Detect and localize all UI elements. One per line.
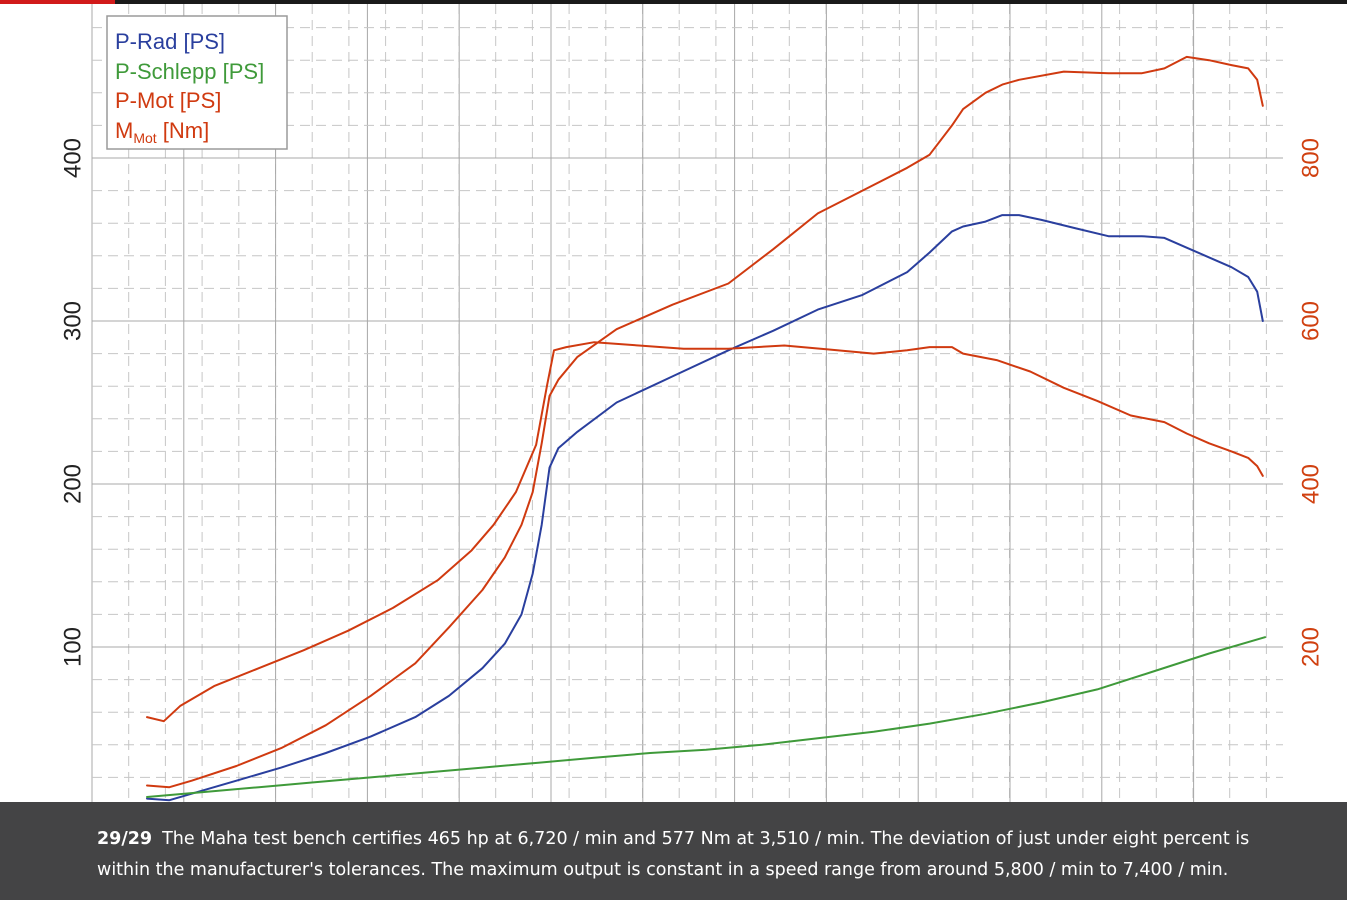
right-axis-tick-label: 800 bbox=[1298, 138, 1325, 178]
legend-entry-m-mot-unit: [Nm] bbox=[157, 118, 210, 143]
series-line-1 bbox=[146, 636, 1266, 798]
left-axis-tick-label: 400 bbox=[60, 138, 87, 178]
right-axis-tick-label: 200 bbox=[1298, 627, 1325, 667]
legend: P-Rad [PS] P-Schlepp [PS] P-Mot [PS] MMo… bbox=[106, 15, 288, 150]
slide-counter: 29/29 bbox=[97, 829, 153, 849]
legend-entry-p-rad: P-Rad [PS] bbox=[115, 29, 225, 54]
curves bbox=[146, 55, 1266, 802]
axis-ticks: 100 200 300 400 200 400 600 800 bbox=[60, 138, 1325, 667]
legend-entry-m-mot-main: M bbox=[115, 118, 133, 143]
right-axis-tick-label: 600 bbox=[1298, 301, 1325, 341]
legend-entry-p-mot: P-Mot [PS] bbox=[115, 88, 221, 113]
grid bbox=[91, 4, 1283, 802]
legend-box bbox=[106, 15, 288, 150]
right-axis-tick-label: 400 bbox=[1298, 464, 1325, 504]
series-line-2 bbox=[146, 55, 1264, 789]
left-axis-tick-label: 300 bbox=[60, 301, 87, 341]
top-bar bbox=[0, 0, 1347, 4]
legend-entry-m-mot: MMot [Nm] bbox=[115, 118, 209, 146]
left-axis-tick-label: 200 bbox=[60, 464, 87, 504]
series-line-0 bbox=[146, 214, 1264, 802]
caption-panel: 29/29 The Maha test bench certifies 465 h… bbox=[0, 802, 1347, 900]
legend-entry-m-mot-sub: Mot bbox=[133, 130, 156, 146]
top-accent-bar bbox=[0, 0, 115, 4]
left-axis-tick-label: 100 bbox=[60, 627, 87, 667]
power-torque-chart: 100 200 300 400 200 400 600 800 P-Rad [PS] P-Sc… bbox=[60, 4, 1325, 802]
caption-text: The Maha test bench certifies 465 hp at … bbox=[97, 829, 1250, 880]
series-line-3 bbox=[146, 341, 1264, 723]
legend-entry-p-schlepp: P-Schlepp [PS] bbox=[115, 59, 264, 84]
